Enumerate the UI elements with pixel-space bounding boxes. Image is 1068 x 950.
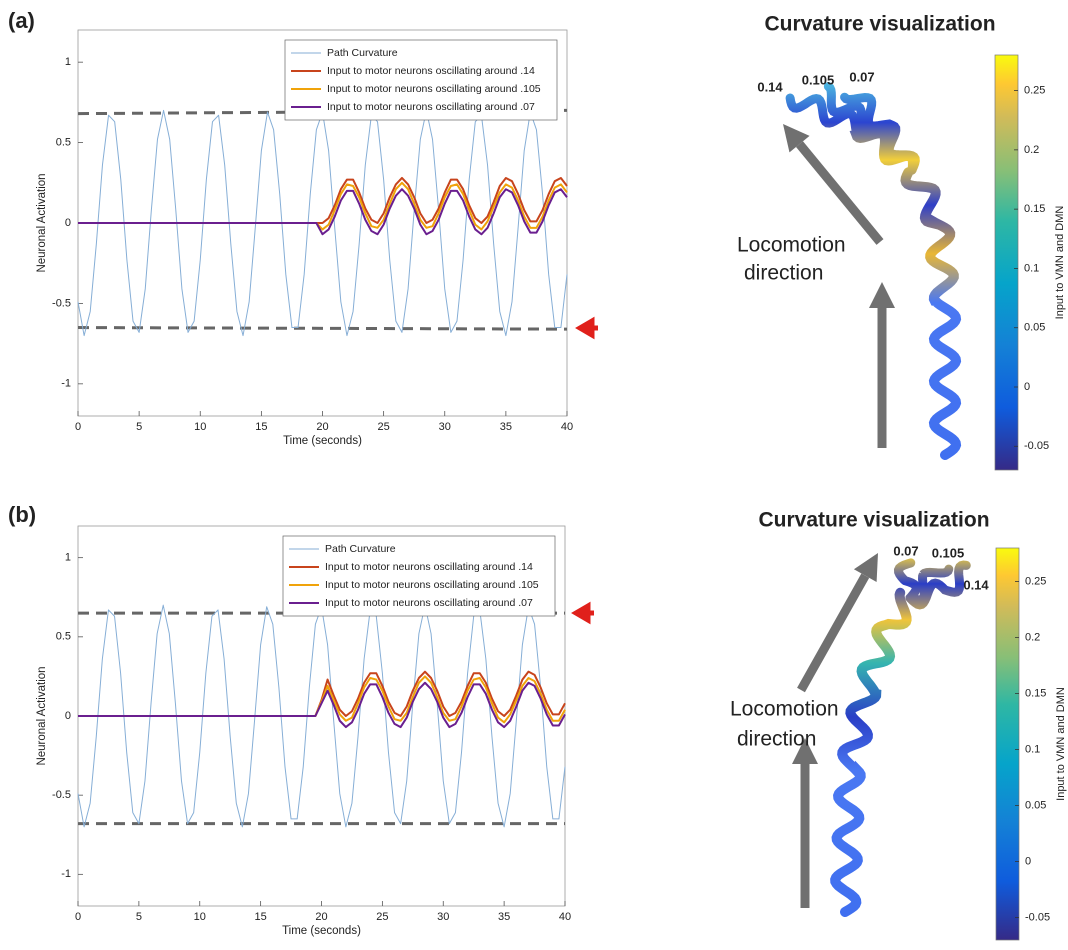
- x-tick-label: 15: [255, 911, 267, 923]
- y-axis-label: Neuronal Activation: [36, 173, 48, 272]
- legend-label: Input to motor neurons oscillating aroun…: [327, 65, 535, 77]
- worm-tail: [905, 560, 971, 610]
- tail-label: 0.07: [849, 69, 874, 84]
- colorbar-tick-label: 0.05: [1024, 322, 1045, 334]
- direction-arrowhead: [853, 553, 878, 583]
- direction-arrow: [797, 573, 870, 693]
- tail-label: 0.14: [757, 79, 783, 94]
- x-tick-label: 20: [315, 911, 327, 923]
- y-tick-label: 1: [65, 552, 71, 564]
- x-tick-label: 25: [378, 421, 390, 433]
- y-tick-label: -1: [61, 378, 71, 390]
- x-tick-label: 0: [75, 911, 81, 923]
- legend-box: [282, 535, 556, 617]
- legend-label: Input to motor neurons oscillating aroun…: [325, 597, 533, 609]
- x-tick-label: 40: [559, 911, 571, 923]
- series-line: [78, 681, 566, 729]
- legend-label: Input to motor neurons oscillating aroun…: [325, 561, 533, 573]
- colorbar-tick-label: 0: [1025, 856, 1031, 868]
- y-tick-label: -0.5: [52, 297, 71, 309]
- colorbar-tick-label: 0.25: [1024, 84, 1045, 96]
- direction-arrow: [796, 141, 884, 245]
- tail-label: 0.07: [893, 543, 918, 558]
- colorbar-tick-label: 0.2: [1024, 144, 1039, 156]
- colorbar-tick-label: -0.05: [1024, 440, 1049, 452]
- y-tick-label: 1: [65, 56, 71, 68]
- direction-arrowhead: [792, 738, 818, 764]
- y-tick-label: -1: [61, 868, 71, 880]
- worm-tail: [893, 558, 922, 603]
- x-tick-label: 25: [376, 911, 388, 923]
- y-axis-label: Neuronal Activation: [36, 666, 48, 765]
- x-tick-label: 30: [439, 421, 451, 433]
- worm-tail: [840, 92, 920, 175]
- tail-label: 0.14: [963, 577, 989, 592]
- x-tick-label: 10: [194, 911, 206, 923]
- x-tick-label: 15: [255, 421, 267, 433]
- direction-arrowhead: [783, 124, 810, 153]
- legend-label: Input to motor neurons oscillating aroun…: [327, 101, 535, 113]
- colorbar-tick-label: -0.05: [1025, 912, 1050, 924]
- colorbar-label: Input to VMN and DMN: [1055, 687, 1067, 801]
- panel-label: (b): [8, 502, 36, 527]
- worm-body: [830, 587, 912, 917]
- legend-label: Path Curvature: [327, 47, 398, 59]
- dashed-line: [77, 326, 568, 331]
- x-axis-label: Time (seconds): [282, 925, 361, 937]
- y-tick-label: 0.5: [56, 136, 71, 148]
- x-tick-label: 35: [500, 421, 512, 433]
- direction-label: Locomotion: [737, 234, 846, 257]
- x-tick-label: 0: [75, 421, 81, 433]
- legend-label: Input to motor neurons oscillating aroun…: [325, 579, 539, 591]
- worm-body: [900, 167, 962, 460]
- colorbar-tick-label: 0.15: [1025, 688, 1046, 700]
- tail-label: 0.105: [802, 72, 835, 87]
- x-tick-label: 40: [561, 421, 573, 433]
- colorbar-tick-label: 0.05: [1025, 800, 1046, 812]
- colorbar: [994, 54, 1019, 471]
- red-arrow: [575, 316, 598, 340]
- red-arrow: [571, 601, 594, 625]
- colorbar-tick-label: 0: [1024, 381, 1030, 393]
- y-tick-label: 0: [65, 710, 71, 722]
- direction-label: Locomotion: [730, 698, 839, 721]
- colorbar-label: Input to VMN and DMN: [1054, 206, 1066, 320]
- x-tick-label: 30: [437, 911, 449, 923]
- x-tick-label: 10: [194, 421, 206, 433]
- x-tick-label: 20: [316, 421, 328, 433]
- y-tick-label: -0.5: [52, 789, 71, 801]
- viz-title: Curvature visualization: [764, 13, 995, 36]
- colorbar-tick-label: 0.2: [1025, 632, 1040, 644]
- tail-label: 0.105: [932, 545, 965, 560]
- x-tick-label: 35: [498, 911, 510, 923]
- y-tick-label: 0: [65, 217, 71, 229]
- y-tick-label: 0.5: [56, 631, 71, 643]
- legend-label: Input to motor neurons oscillating aroun…: [327, 83, 541, 95]
- colorbar-tick-label: 0.1: [1024, 262, 1039, 274]
- viz-title: Curvature visualization: [758, 509, 989, 532]
- direction-label: direction: [744, 262, 823, 285]
- legend-label: Path Curvature: [325, 543, 396, 555]
- panel-label: (a): [8, 8, 35, 33]
- colorbar-tick-label: 0.1: [1025, 744, 1040, 756]
- x-tick-label: 5: [136, 421, 142, 433]
- direction-arrowhead: [869, 282, 895, 308]
- colorbar-tick-label: 0.25: [1025, 576, 1046, 588]
- x-axis-label: Time (seconds): [283, 435, 362, 447]
- direction-label: direction: [737, 728, 816, 751]
- colorbar-tick-label: 0.15: [1024, 203, 1045, 215]
- x-tick-label: 5: [136, 911, 142, 923]
- legend-box: [284, 39, 558, 121]
- colorbar: [995, 547, 1020, 941]
- series-line: [78, 188, 568, 236]
